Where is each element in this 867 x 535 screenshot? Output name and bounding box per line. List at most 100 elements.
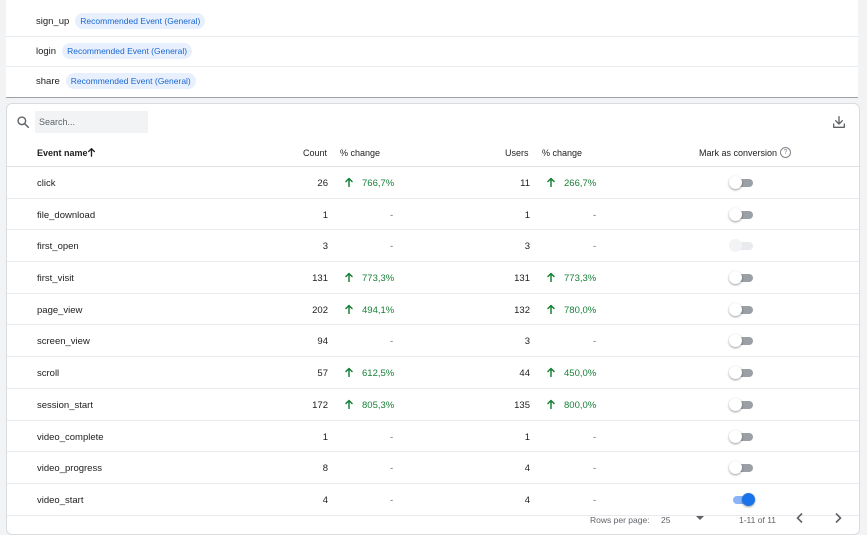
conversion-toggle[interactable] bbox=[729, 397, 755, 411]
table-row: click 26 766,7% 11 266,7% bbox=[7, 167, 859, 199]
event-name-cell: video_complete bbox=[37, 431, 104, 443]
search-icon bbox=[17, 116, 30, 129]
arrow-up-icon bbox=[547, 399, 555, 410]
count-cell: 26 bbox=[317, 178, 328, 189]
arrow-up-icon bbox=[547, 367, 555, 378]
arrow-up-icon bbox=[547, 304, 555, 314]
conversion-toggle[interactable] bbox=[729, 366, 755, 380]
arrow-up-icon bbox=[345, 304, 353, 314]
table-body: click 26 766,7% 11 266,7% file_download 1-1- fi… bbox=[7, 167, 859, 516]
count-cell: 57 bbox=[317, 368, 328, 380]
table-row: session_start 172 805,3% 135 800,0% bbox=[7, 389, 859, 421]
recommended-event-badge: Recommended Event (General) bbox=[75, 13, 206, 29]
conversion-toggle[interactable] bbox=[729, 461, 755, 475]
table-row: page_view 202 494,1% 132 780,0% bbox=[7, 294, 859, 326]
count-cell: 4 bbox=[322, 494, 328, 506]
header-count[interactable]: Count bbox=[303, 148, 328, 158]
search-input[interactable] bbox=[35, 111, 148, 133]
conversion-toggle[interactable] bbox=[729, 429, 755, 443]
event-name-cell: first_visit bbox=[37, 273, 74, 285]
count-change-cell: - bbox=[390, 336, 394, 348]
users-cell: 131 bbox=[514, 273, 530, 285]
recommended-event-name: share bbox=[36, 75, 60, 87]
header-count-change[interactable]: % change bbox=[340, 148, 381, 158]
arrow-up-icon bbox=[345, 177, 353, 188]
count-change-cell: - bbox=[390, 431, 394, 443]
users-cell: 1 bbox=[524, 209, 530, 221]
count-cell: 1 bbox=[322, 431, 328, 443]
count-cell: 1 bbox=[322, 209, 328, 221]
help-icon[interactable]: ? bbox=[780, 147, 791, 158]
users-change-cell: - bbox=[593, 431, 597, 443]
count-change-cell: 773,3% bbox=[362, 273, 395, 285]
conversion-toggle[interactable] bbox=[729, 176, 755, 189]
table-row: first_open 3 - 3 - bbox=[7, 230, 859, 263]
users-change-cell: - bbox=[593, 494, 597, 506]
sort-ascending-icon[interactable] bbox=[87, 147, 96, 160]
recommended-event-name: login bbox=[36, 45, 57, 57]
table-row: video_start 4 - 4 - bbox=[7, 484, 859, 516]
chevron-left-icon[interactable] bbox=[795, 512, 805, 526]
pagination: Rows per page: 25 1-11 of 11 bbox=[7, 510, 859, 532]
header-event-name[interactable]: Event name bbox=[37, 148, 88, 158]
pagination-range: 1-11 of 11 bbox=[739, 515, 777, 525]
event-name-cell: session_start bbox=[37, 399, 93, 411]
count-cell: 8 bbox=[322, 463, 328, 475]
chevron-right-icon[interactable] bbox=[833, 512, 843, 526]
users-change-cell: 266,7% bbox=[564, 178, 597, 189]
recommended-event-name: sign_up bbox=[36, 15, 70, 27]
count-cell: 94 bbox=[317, 336, 328, 348]
users-cell: 11 bbox=[520, 178, 530, 189]
conversion-toggle[interactable] bbox=[729, 271, 755, 285]
arrow-up-icon bbox=[345, 399, 353, 410]
recommended-events-panel: sign_up Recommended Event (General) logi… bbox=[6, 0, 858, 98]
count-cell: 202 bbox=[312, 304, 328, 316]
users-change-cell: - bbox=[593, 241, 597, 253]
table-header: Event name Count % change Users % change… bbox=[7, 138, 859, 167]
table-row: first_visit 131 773,3% 131 773,3% bbox=[7, 262, 859, 294]
users-cell: 3 bbox=[524, 241, 530, 253]
users-change-cell: - bbox=[593, 209, 597, 221]
recommended-event-row: sign_up Recommended Event (General) bbox=[6, 6, 858, 37]
conversion-toggle[interactable] bbox=[729, 492, 755, 506]
count-change-cell: 612,5% bbox=[362, 368, 395, 380]
users-change-cell: 450,0% bbox=[564, 368, 597, 380]
users-change-cell: 800,0% bbox=[564, 399, 597, 411]
table-row: screen_view 94 - 3 - bbox=[7, 325, 859, 358]
count-cell: 172 bbox=[312, 399, 328, 411]
count-cell: 131 bbox=[312, 273, 328, 285]
recommended-event-badge: Recommended Event (General) bbox=[62, 43, 193, 59]
event-name-cell: video_start bbox=[37, 494, 84, 506]
recommended-event-row: share Recommended Event (General) bbox=[6, 66, 858, 96]
header-users[interactable]: Users bbox=[505, 148, 529, 158]
table-row: video_progress 8 - 4 - bbox=[7, 452, 859, 484]
event-name-cell: page_view bbox=[37, 304, 83, 316]
conversion-toggle bbox=[729, 239, 755, 253]
events-table-card: Event name Count % change Users % change… bbox=[6, 103, 860, 535]
arrow-up-icon bbox=[547, 272, 555, 283]
conversion-toggle[interactable] bbox=[729, 302, 755, 316]
users-change-cell: - bbox=[593, 463, 597, 475]
event-name-cell: file_download bbox=[37, 209, 96, 221]
arrow-up-icon bbox=[547, 177, 555, 188]
event-name-cell: scroll bbox=[37, 368, 60, 380]
count-change-cell: - bbox=[390, 209, 394, 221]
users-cell: 132 bbox=[514, 304, 530, 316]
event-name-cell: click bbox=[37, 178, 56, 189]
users-cell: 44 bbox=[519, 368, 530, 380]
download-icon[interactable] bbox=[831, 114, 847, 130]
conversion-toggle[interactable] bbox=[729, 334, 755, 348]
arrow-up-icon bbox=[345, 367, 353, 378]
table-row: scroll 57 612,5% 44 450,0% bbox=[7, 357, 859, 389]
rows-per-page-label: Rows per page: bbox=[590, 515, 650, 525]
rows-per-page-select[interactable]: 25 bbox=[661, 515, 671, 525]
users-cell: 4 bbox=[524, 463, 530, 475]
count-change-cell: - bbox=[390, 241, 394, 253]
users-change-cell: - bbox=[593, 336, 597, 348]
recommended-event-row: login Recommended Event (General) bbox=[6, 36, 858, 67]
header-users-change[interactable]: % change bbox=[542, 148, 583, 158]
header-mark-as-conversion: Mark as conversion bbox=[699, 148, 778, 158]
table-row: video_complete 1 - 1 - bbox=[7, 421, 859, 453]
dropdown-caret-icon[interactable] bbox=[695, 513, 705, 525]
conversion-toggle[interactable] bbox=[729, 207, 755, 221]
